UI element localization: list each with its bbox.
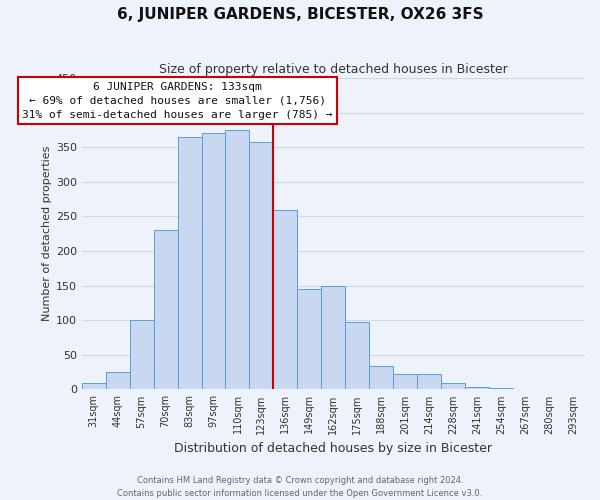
Bar (298, 289, 322, 390)
Bar (274, 210, 298, 390)
Bar (106, 372, 130, 390)
Bar (369, 366, 393, 390)
Bar (250, 142, 274, 390)
Bar (82, 382, 106, 390)
Text: 6 JUNIPER GARDENS: 133sqm
← 69% of detached houses are smaller (1,756)
31% of se: 6 JUNIPER GARDENS: 133sqm ← 69% of detac… (22, 82, 333, 120)
Bar (513, 388, 537, 390)
Bar (417, 374, 441, 390)
Bar (202, 134, 226, 390)
Text: 6, JUNIPER GARDENS, BICESTER, OX26 3FS: 6, JUNIPER GARDENS, BICESTER, OX26 3FS (116, 8, 484, 22)
Y-axis label: Number of detached properties: Number of detached properties (41, 146, 52, 322)
Bar (130, 320, 154, 390)
Bar (154, 230, 178, 390)
Bar (346, 322, 369, 390)
Text: Contains HM Land Registry data © Crown copyright and database right 2024.
Contai: Contains HM Land Registry data © Crown c… (118, 476, 482, 498)
Bar (561, 388, 585, 390)
X-axis label: Distribution of detached houses by size in Bicester: Distribution of detached houses by size … (175, 442, 493, 455)
Bar (465, 386, 489, 390)
Bar (489, 388, 513, 390)
Bar (441, 382, 465, 390)
Bar (393, 374, 417, 390)
Title: Size of property relative to detached houses in Bicester: Size of property relative to detached ho… (159, 62, 508, 76)
Bar (226, 130, 250, 390)
Bar (178, 137, 202, 390)
Bar (322, 286, 346, 390)
